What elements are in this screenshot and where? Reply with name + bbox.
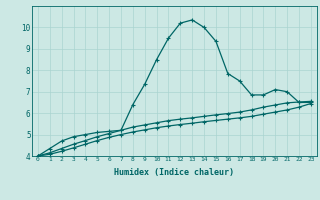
X-axis label: Humidex (Indice chaleur): Humidex (Indice chaleur) — [115, 168, 234, 177]
